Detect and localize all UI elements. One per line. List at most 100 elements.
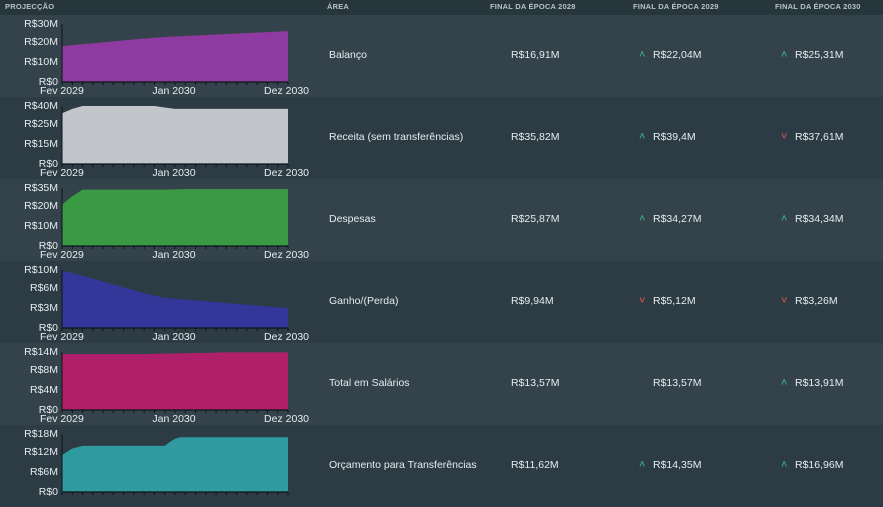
value-season-2030: ˄ R$25,31M <box>781 49 843 61</box>
value-season-2030: ˄ R$34,34M <box>781 213 843 225</box>
chart-x-tick-label: Jan 2030 <box>152 413 195 425</box>
trend-up-icon: ˄ <box>781 213 788 225</box>
chart-area-series <box>62 437 288 492</box>
value-text: R$13,57M <box>653 377 702 389</box>
chart-y-tick-label: R$35M <box>24 182 58 194</box>
value-season-2029: ˄ R$34,27M <box>639 213 701 225</box>
value-season-2028: R$16,91M <box>511 49 559 61</box>
area-name: Total em Salários <box>329 377 410 389</box>
chart-area-series <box>62 189 288 246</box>
projection-table: R$30M R$20M R$10M R$0 Fev 2029 Jan 2030 Dez 20… <box>0 15 883 507</box>
chart-x-tick-label: Jan 2030 <box>152 167 195 179</box>
trend-up-icon: ˄ <box>639 49 646 61</box>
chart-y-tick-label: R$0 <box>39 404 58 416</box>
value-season-2030: ˄ R$16,96M <box>781 459 843 471</box>
value-season-2029: ˄ R$22,04M <box>639 49 701 61</box>
value-season-2028-text: R$11,62M <box>511 459 559 471</box>
value-season-2028: R$25,87M <box>511 213 559 225</box>
table-row[interactable]: R$30M R$20M R$10M R$0 Fev 2029 Jan 2030 Dez 20… <box>0 15 883 97</box>
value-season-2028: R$11,62M <box>511 459 559 471</box>
trend-up-icon: ˄ <box>781 49 788 61</box>
area-name: Balanço <box>329 49 367 61</box>
chart-x-tick-label: Dez 2030 <box>264 331 309 343</box>
value-season-2030: ˄ R$13,91M <box>781 377 843 389</box>
trend-up-icon: ˄ <box>639 131 646 143</box>
chart-x-tick-label: Dez 2030 <box>264 167 309 179</box>
chart-y-tick-label: R$15M <box>24 138 58 150</box>
area-name: Receita (sem transferências) <box>329 131 463 143</box>
chart-x-tick-label: Fev 2029 <box>40 331 84 343</box>
table-row[interactable]: R$18M R$12M R$6M R$0 Orçamento para Transfer… <box>0 425 883 507</box>
chart-y-tick-label: R$10M <box>24 56 58 68</box>
area-name-text: Balanço <box>329 49 367 61</box>
header-season-2030[interactable]: FINAL DA ÉPOCA 2030 <box>775 2 861 11</box>
area-name: Despesas <box>329 213 376 225</box>
chart-x-tick-label: Fev 2029 <box>40 85 84 97</box>
area-name-text: Total em Salários <box>329 377 410 389</box>
value-season-2030: ˅ R$3,26M <box>781 295 838 307</box>
chart-x-tick-label: Dez 2030 <box>264 249 309 261</box>
trend-up-icon: ˄ <box>781 377 788 389</box>
chart-y-tick-label: R$30M <box>24 18 58 30</box>
value-season-2028-text: R$35,82M <box>511 131 560 143</box>
value-season-2028-text: R$13,57M <box>511 377 560 389</box>
chart-y-tick-label: R$6M <box>30 466 58 478</box>
value-season-2028-text: R$9,94M <box>511 295 554 307</box>
value-text: R$39,4M <box>653 131 696 143</box>
value-text: R$5,12M <box>653 295 696 307</box>
table-row[interactable]: R$10M R$6M R$3M R$0 Fev 2029 Jan 2030 Dez 2030… <box>0 261 883 343</box>
table-row[interactable]: R$35M R$20M R$10M R$0 Fev 2029 Jan 2030 Dez 20… <box>0 179 883 261</box>
area-name-text: Receita (sem transferências) <box>329 131 464 143</box>
chart-x-tick-label: Dez 2030 <box>264 413 309 425</box>
value-text: R$3,26M <box>795 295 838 307</box>
trend-down-icon: ˅ <box>781 295 788 307</box>
chart-x-tick-label: Fev 2029 <box>40 167 84 179</box>
value-season-2028-text: R$25,87M <box>511 213 560 225</box>
chart-x-tick-label: Jan 2030 <box>152 249 195 261</box>
chart-x-tick-label: Fev 2029 <box>40 413 84 425</box>
chart-y-tick-label: R$20M <box>24 200 58 212</box>
chart-y-tick-label: R$25M <box>24 118 58 130</box>
chart-x-tick-label: Jan 2030 <box>152 331 195 343</box>
value-season-2028: R$13,57M <box>511 377 559 389</box>
header-projection[interactable]: PROJECÇÃO <box>5 2 55 11</box>
table-header: PROJECÇÃO ÁREA FINAL DA ÉPOCA 2028 FINAL… <box>0 0 883 14</box>
value-season-2028: R$35,82M <box>511 131 559 143</box>
area-name: Ganho/(Perda) <box>329 295 398 307</box>
chart-y-tick-label: R$6M <box>30 282 58 294</box>
table-row[interactable]: R$14M R$8M R$4M R$0 Fev 2029 Jan 2030 Dez 2030… <box>0 343 883 425</box>
value-text: R$22,04M <box>653 49 702 61</box>
header-area[interactable]: ÁREA <box>327 2 350 11</box>
chart-y-tick-label: R$0 <box>39 76 58 88</box>
trend-down-icon: ˅ <box>639 295 646 307</box>
area-name: Orçamento para Transferências <box>329 459 477 471</box>
chart-y-tick-label: R$18M <box>24 428 58 440</box>
value-text: R$37,61M <box>795 131 844 143</box>
chart-y-tick-label: R$20M <box>24 36 58 48</box>
chart-area-series <box>62 270 288 328</box>
value-season-2029: ˄ R$39,4M <box>639 131 696 143</box>
chart-y-tick-label: R$0 <box>39 322 58 334</box>
value-season-2029: R$13,57M <box>639 377 701 389</box>
projection-chart: R$18M R$12M R$6M R$0 <box>24 428 289 498</box>
table-row[interactable]: R$40M R$25M R$15M R$0 Fev 2029 Jan 2030 Dez 20… <box>0 97 883 179</box>
chart-y-tick-label: R$14M <box>24 346 58 358</box>
trend-up-icon: ˄ <box>781 459 788 471</box>
header-season-2029[interactable]: FINAL DA ÉPOCA 2029 <box>633 2 719 11</box>
value-season-2029: ˅ R$5,12M <box>639 295 696 307</box>
area-name-text: Despesas <box>329 213 376 225</box>
chart-y-tick-label: R$3M <box>30 302 58 314</box>
chart-y-tick-label: R$4M <box>30 384 58 396</box>
chart-x-tick-label: Dez 2030 <box>264 85 309 97</box>
chart-y-tick-label: R$0 <box>39 486 58 498</box>
chart-x-tick-label: Fev 2029 <box>40 249 84 261</box>
trend-up-icon: ˄ <box>639 213 646 225</box>
value-season-2030: ˅ R$37,61M <box>781 131 843 143</box>
chart-x-tick-label: Jan 2030 <box>152 85 195 97</box>
header-season-2028[interactable]: FINAL DA ÉPOCA 2028 <box>490 2 576 11</box>
trend-up-icon: ˄ <box>639 459 646 471</box>
